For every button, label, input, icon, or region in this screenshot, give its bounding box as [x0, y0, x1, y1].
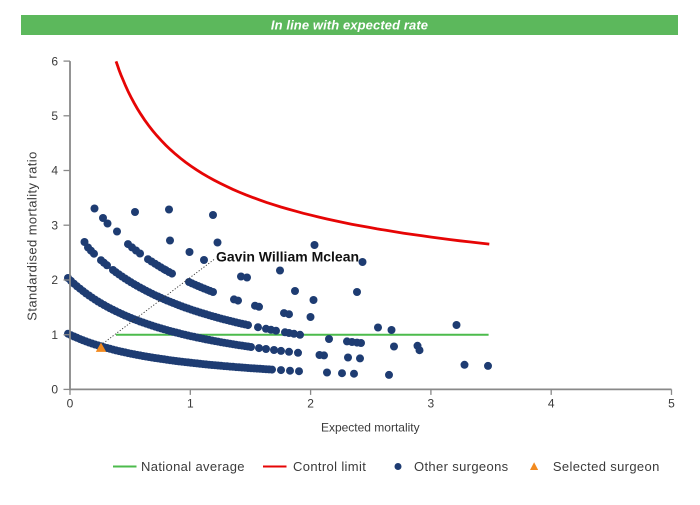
svg-text:Gavin William Mclean: Gavin William Mclean — [216, 249, 359, 265]
svg-text:6: 6 — [51, 54, 58, 68]
svg-text:In line with expected rate: In line with expected rate — [271, 18, 428, 33]
svg-text:Other surgeons: Other surgeons — [414, 459, 509, 474]
svg-text:4: 4 — [51, 164, 58, 178]
svg-text:5: 5 — [51, 109, 58, 123]
svg-text:3: 3 — [51, 218, 58, 232]
svg-text:0: 0 — [51, 383, 58, 397]
svg-text:0: 0 — [67, 397, 74, 411]
svg-text:3: 3 — [428, 397, 435, 411]
svg-text:2: 2 — [51, 273, 58, 287]
svg-text:Standardised mortality ratio: Standardised mortality ratio — [25, 151, 40, 320]
svg-text:National average: National average — [141, 459, 245, 474]
svg-text:2: 2 — [307, 397, 314, 411]
svg-text:4: 4 — [548, 397, 555, 411]
svg-text:5: 5 — [668, 397, 675, 411]
svg-text:Control limit: Control limit — [293, 459, 366, 474]
svg-text:1: 1 — [187, 397, 194, 411]
svg-text:Selected surgeon: Selected surgeon — [553, 459, 660, 474]
svg-text:Expected mortality: Expected mortality — [321, 421, 420, 435]
svg-text:1: 1 — [51, 328, 58, 342]
